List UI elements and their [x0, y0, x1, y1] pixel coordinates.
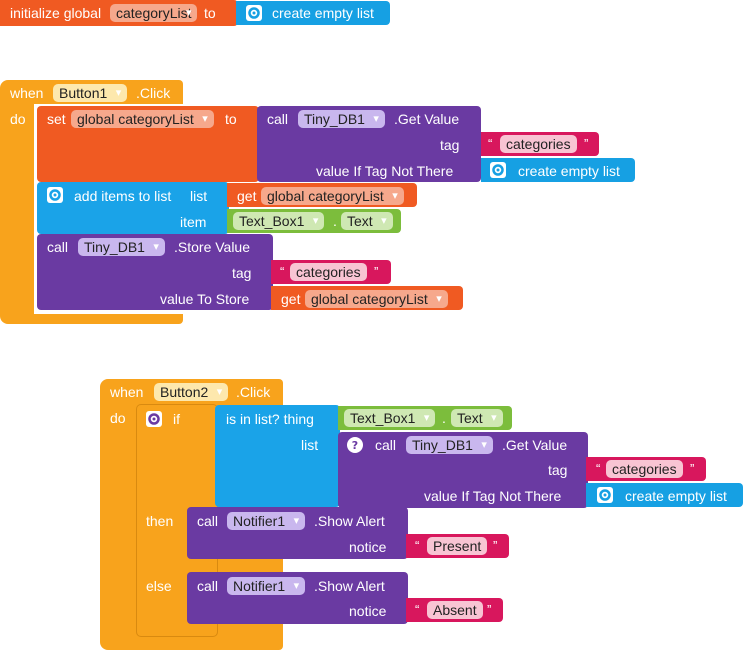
button2-event-label: .Click: [236, 384, 271, 400]
store-get-label: get: [281, 291, 301, 307]
add-items-label: add items to list: [74, 188, 172, 204]
b2-tag-label: tag: [548, 462, 568, 478]
tag-string-field[interactable]: categories: [500, 135, 577, 153]
store-call-label: call: [47, 239, 69, 255]
global-init-label: initialize global: [10, 5, 102, 21]
get-value-method-label: .Get Value: [394, 111, 460, 127]
is-in-list-label: is in list? thing: [226, 411, 314, 427]
gear-icon[interactable]: [146, 411, 162, 427]
present-string-field[interactable]: Present: [427, 537, 488, 555]
quote-close: ”: [493, 538, 498, 553]
set-variable-dropdown[interactable]: global categoryList: [71, 110, 214, 128]
quote-close: ”: [584, 136, 589, 151]
button1-event-label: .Click: [136, 85, 171, 101]
set-to-label: to: [225, 111, 237, 127]
b2-get-value-method-label: .Get Value: [502, 437, 568, 453]
button2-when-label: when: [110, 384, 144, 400]
list-label: list: [190, 188, 208, 204]
store-tinydb-component-dropdown[interactable]: Tiny_DB1: [78, 238, 165, 256]
button1-component-dropdown[interactable]: Button1: [53, 84, 128, 102]
item-label: item: [180, 214, 207, 230]
store-tag-string-field[interactable]: categories: [290, 263, 367, 281]
value-if-tag-label: value If Tag Not There: [316, 163, 454, 179]
global-init-to-label: to: [204, 5, 216, 21]
quote-close: ”: [690, 461, 695, 476]
get-variable-dropdown[interactable]: global categoryList: [261, 187, 404, 205]
notifier-call-label-2: call: [197, 578, 219, 594]
store-tag-label: tag: [232, 265, 252, 281]
store-get-variable-dropdown[interactable]: global categoryList: [305, 290, 448, 308]
show-alert-method-label-1: .Show Alert: [314, 513, 385, 529]
quote-open: “: [415, 538, 420, 553]
add-items-to-list-block[interactable]: [37, 182, 229, 234]
text-property-dropdown[interactable]: Text: [341, 212, 393, 230]
quote-close: ”: [374, 264, 379, 279]
show-alert-method-label-2: .Show Alert: [314, 578, 385, 594]
gear-icon[interactable]: [246, 5, 262, 21]
tinydb-component-dropdown[interactable]: Tiny_DB1: [298, 110, 385, 128]
set-label: set: [47, 111, 66, 127]
empty-list-block[interactable]: [481, 158, 635, 182]
absent-string-field[interactable]: Absent: [427, 601, 483, 619]
help-icon[interactable]: ?: [347, 437, 363, 453]
b2-text-property-dropdown[interactable]: Text: [451, 409, 503, 427]
notice-label-2: notice: [349, 603, 387, 619]
gear-icon[interactable]: [490, 162, 506, 178]
global-var-name-field[interactable]: categoryList: [110, 4, 198, 22]
b2-empty-list-label: create empty list: [625, 488, 727, 504]
quote-open: “: [280, 264, 285, 279]
empty-list-label: create empty list: [518, 163, 620, 179]
notifier-component-dropdown-1[interactable]: Notifier1: [227, 512, 306, 530]
gear-icon[interactable]: [47, 187, 63, 203]
is-in-list-block[interactable]: [215, 405, 340, 507]
b2-tag-string-field[interactable]: categories: [606, 460, 683, 478]
notifier-call-label-1: call: [197, 513, 219, 529]
button2-component-dropdown[interactable]: Button2: [154, 383, 229, 401]
store-value-method-label: .Store Value: [174, 239, 251, 255]
global-empty-list-label: create empty list: [272, 5, 374, 21]
b2-list-label: list: [301, 437, 319, 453]
notifier-component-dropdown-2[interactable]: Notifier1: [227, 577, 306, 595]
svg-text:?: ?: [352, 439, 358, 452]
quote-close: ”: [487, 602, 492, 617]
button2-do-label: do: [110, 410, 126, 426]
b2-value-if-tag-label: value If Tag Not There: [424, 488, 562, 504]
button1-do-label: do: [10, 111, 26, 127]
quote-open: “: [488, 136, 493, 151]
b2-textbox-component-dropdown[interactable]: Text_Box1: [344, 409, 436, 427]
then-label: then: [146, 513, 174, 529]
quote-open: “: [596, 461, 601, 476]
quote-open: “: [415, 602, 420, 617]
tag-label: tag: [440, 137, 460, 153]
b2-tinydb-component-dropdown[interactable]: Tiny_DB1: [406, 436, 493, 454]
b2-dot-label: .: [442, 410, 446, 426]
b2-call-label: call: [375, 437, 397, 453]
if-label: if: [173, 411, 180, 427]
notice-label-1: notice: [349, 539, 387, 555]
call-label: call: [267, 111, 289, 127]
textbox-component-dropdown[interactable]: Text_Box1: [233, 212, 325, 230]
value-to-store-label: value To Store: [160, 291, 250, 307]
button1-when-label: when: [10, 85, 44, 101]
dot-label: .: [333, 213, 337, 229]
else-label: else: [146, 578, 172, 594]
gear-icon[interactable]: [597, 487, 613, 503]
get-label: get: [237, 188, 257, 204]
